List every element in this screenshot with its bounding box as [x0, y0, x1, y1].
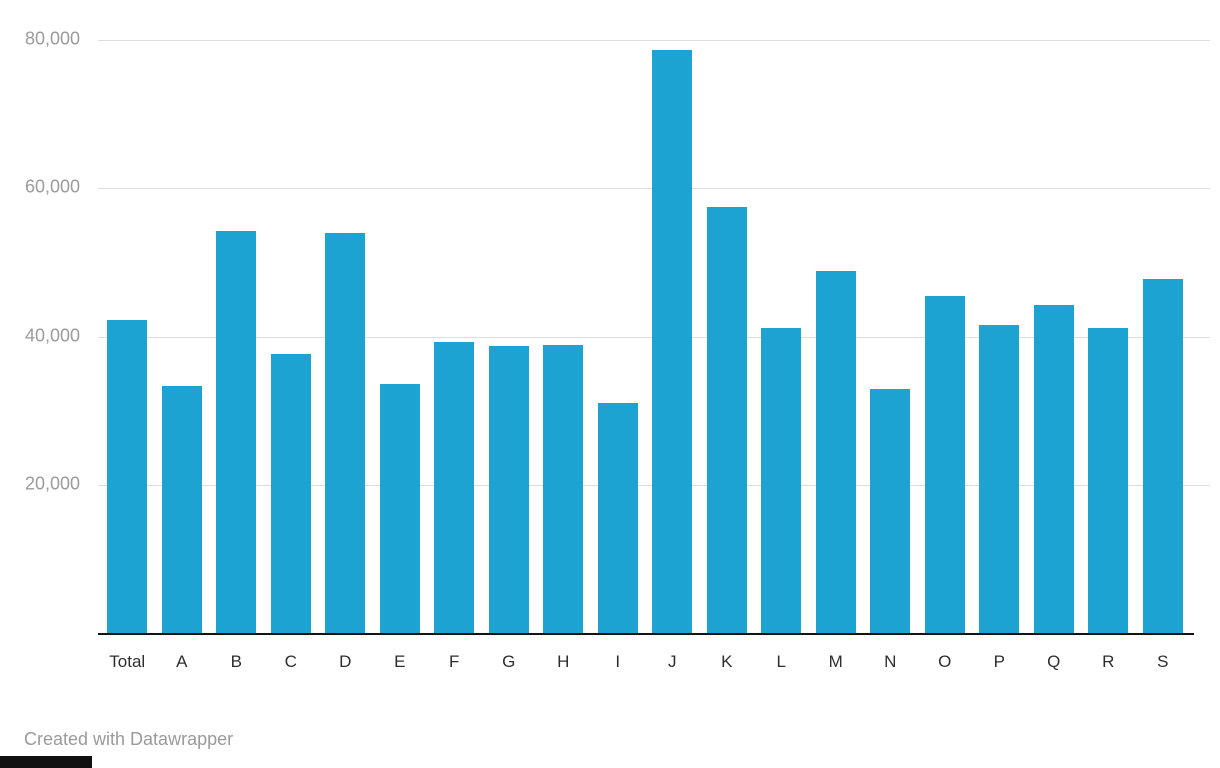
x-axis-label: Total: [109, 652, 146, 671]
bar-s[interactable]: [1142, 279, 1183, 633]
x-axis-label: O: [938, 652, 952, 671]
bar-column: [264, 40, 319, 633]
y-axis-tick-label: 20,000: [24, 473, 80, 494]
bar-column: [427, 40, 482, 633]
bar-c[interactable]: [270, 354, 311, 633]
y-axis-tick-label: 40,000: [24, 324, 80, 345]
bar-k[interactable]: [706, 206, 747, 633]
bar-column: [482, 40, 537, 633]
bar-n[interactable]: [870, 389, 911, 633]
bar-h[interactable]: [543, 344, 584, 633]
bar-e[interactable]: [379, 383, 420, 633]
bar-g[interactable]: [488, 346, 529, 633]
bar-b[interactable]: [216, 230, 257, 633]
bar-m[interactable]: [815, 271, 856, 633]
x-axis-label: S: [1157, 652, 1169, 671]
y-axis-tick-label: 60,000: [24, 176, 80, 197]
bar-a[interactable]: [161, 386, 202, 633]
x-axis-label: G: [502, 652, 516, 671]
bar-column: [754, 40, 809, 633]
x-axis-label: E: [394, 652, 406, 671]
x-axis-labels: Total A B C D E F G H I J K L M N O P Q R S: [100, 652, 1190, 672]
bar-i[interactable]: [597, 403, 638, 633]
bar-q[interactable]: [1033, 305, 1074, 633]
bar-column: [809, 40, 864, 633]
datawrapper-credit: Created with Datawrapper: [24, 729, 234, 749]
x-axis-label: H: [557, 652, 570, 671]
bar-column: [536, 40, 591, 633]
bar-r[interactable]: [1088, 327, 1129, 633]
bottom-left-partial-bar: [0, 756, 92, 768]
x-axis-label: B: [230, 652, 242, 671]
x-axis-label: A: [176, 652, 188, 671]
bar-column: [1027, 40, 1082, 633]
bar-l[interactable]: [761, 327, 802, 633]
x-axis-label: Q: [1047, 652, 1061, 671]
bar-f[interactable]: [434, 342, 475, 633]
bar-column: [318, 40, 373, 633]
bar-p[interactable]: [979, 324, 1020, 633]
x-axis-label: N: [884, 652, 897, 671]
x-axis-label: K: [721, 652, 733, 671]
gridline: [98, 40, 1210, 41]
x-axis-label: I: [615, 652, 621, 671]
bar-column: [700, 40, 755, 633]
bar-column: [209, 40, 264, 633]
x-axis-label: P: [993, 652, 1005, 671]
bar-j[interactable]: [652, 50, 693, 633]
x-axis-label: R: [1102, 652, 1115, 671]
plot-area: [100, 40, 1190, 633]
bar-total[interactable]: [107, 320, 148, 633]
x-axis-label: J: [668, 652, 677, 671]
x-axis-label: M: [828, 652, 843, 671]
bar-column: [373, 40, 428, 633]
x-axis-line: [98, 633, 1194, 635]
bar-column: [1081, 40, 1136, 633]
bar-column: [100, 40, 155, 633]
bar-column: [863, 40, 918, 633]
bar-column: [972, 40, 1027, 633]
bar-column: [645, 40, 700, 633]
x-axis-label: D: [339, 652, 352, 671]
x-axis-label: F: [449, 652, 460, 671]
bar-o[interactable]: [924, 296, 965, 633]
bar-column: [155, 40, 210, 633]
bar-column: [591, 40, 646, 633]
bar-column: [918, 40, 973, 633]
bar-column: [1136, 40, 1191, 633]
x-axis-label: C: [284, 652, 297, 671]
x-axis-label: L: [776, 652, 786, 671]
bar-d[interactable]: [325, 232, 366, 633]
y-axis-tick-label: 80,000: [24, 28, 80, 49]
